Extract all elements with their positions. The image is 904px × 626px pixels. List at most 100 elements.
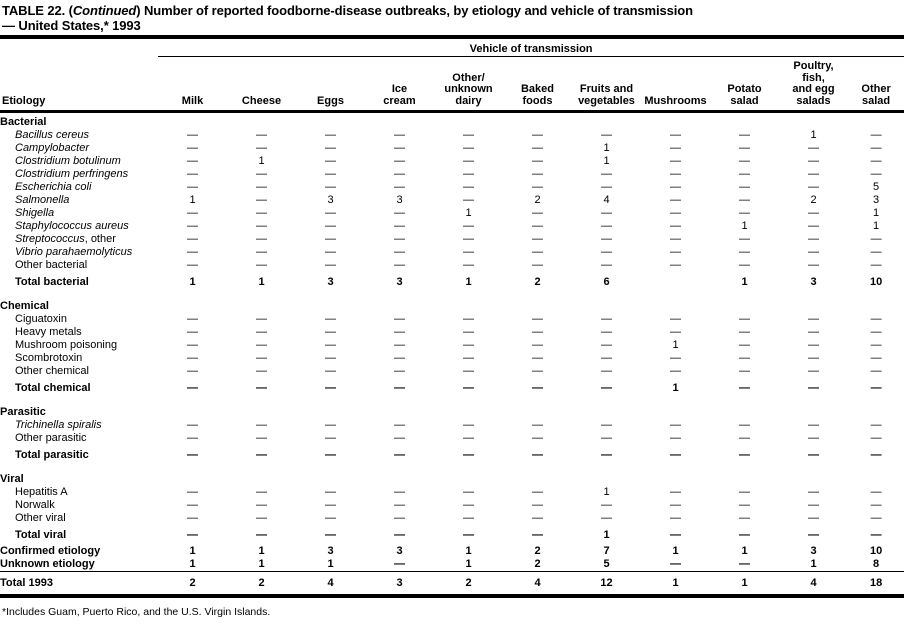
value-cell: 1 bbox=[603, 155, 610, 167]
value-cell bbox=[779, 112, 848, 130]
value-cell: — bbox=[739, 432, 750, 444]
column-header: Ice cream bbox=[365, 56, 434, 113]
value-cell: — bbox=[187, 365, 198, 377]
value-cell bbox=[227, 112, 296, 130]
value-cell: 1 bbox=[810, 558, 817, 570]
value-cell: — bbox=[532, 486, 543, 498]
value-cell: — bbox=[870, 419, 882, 431]
value-cell bbox=[848, 292, 904, 313]
value-cell: — bbox=[601, 339, 612, 351]
value-cell: 1 bbox=[327, 558, 334, 570]
etiology-label: Unknown etiology bbox=[0, 558, 95, 570]
value-cell: — bbox=[739, 259, 750, 271]
value-cell: — bbox=[394, 326, 405, 338]
etiology-label: Ciguatoxin bbox=[15, 313, 67, 325]
value-cell bbox=[572, 398, 641, 419]
value-cell bbox=[503, 398, 572, 419]
value-cell: — bbox=[325, 339, 336, 351]
value-cell: — bbox=[256, 246, 267, 258]
value-cell: — bbox=[187, 326, 198, 338]
value-cell: — bbox=[670, 207, 681, 219]
table-row: Norwalk — — — — — — — — — — — bbox=[0, 499, 904, 512]
value-cell: — bbox=[325, 129, 336, 141]
value-cell: — bbox=[670, 246, 681, 258]
column-header: Milk bbox=[158, 56, 227, 113]
table-row: Scombrotoxin — — — — — — — — — — — bbox=[0, 352, 904, 365]
table-row: Salmonella 1 — 3 3 — 2 4 — — 2 3 bbox=[0, 194, 904, 207]
etiology-label: Total 1993 bbox=[0, 571, 158, 594]
value-cell: — bbox=[325, 313, 336, 325]
value-cell: — bbox=[394, 259, 405, 271]
value-cell: — bbox=[739, 326, 750, 338]
value-cell: 1 bbox=[810, 129, 817, 141]
etiology-label: Bacillus cereus bbox=[15, 129, 89, 141]
value-cell: — bbox=[394, 207, 405, 219]
value-cell: — bbox=[463, 246, 474, 258]
value-cell: — bbox=[256, 449, 267, 461]
value-cell: — bbox=[256, 365, 267, 377]
value-cell: — bbox=[394, 499, 405, 511]
etiology-label: Staphylococcus aureus bbox=[15, 220, 129, 232]
value-cell: — bbox=[532, 313, 543, 325]
column-header: Cheese bbox=[227, 56, 296, 113]
value-cell: — bbox=[187, 246, 198, 258]
value-cell: — bbox=[670, 558, 681, 570]
value-cell: — bbox=[870, 529, 882, 541]
value-cell: — bbox=[325, 326, 336, 338]
value-cell: — bbox=[187, 432, 198, 444]
value-cell bbox=[296, 292, 365, 313]
value-cell: — bbox=[463, 326, 474, 338]
etiology-label: Hepatitis A bbox=[15, 486, 68, 498]
value-cell: — bbox=[187, 382, 198, 394]
value-cell: — bbox=[739, 246, 750, 258]
value-cell: 1 bbox=[258, 558, 265, 570]
value-cell: — bbox=[394, 449, 405, 461]
value-cell: — bbox=[808, 207, 819, 219]
value-cell: — bbox=[394, 365, 405, 377]
value-cell: — bbox=[325, 449, 336, 461]
value-cell bbox=[365, 112, 434, 130]
value-cell: — bbox=[394, 313, 405, 325]
value-cell: — bbox=[532, 259, 543, 271]
value-cell: 2 bbox=[534, 545, 541, 557]
value-cell: 10 bbox=[869, 276, 883, 288]
value-cell: — bbox=[532, 339, 543, 351]
value-cell: — bbox=[463, 194, 474, 206]
value-cell: — bbox=[463, 499, 474, 511]
value-cell: — bbox=[256, 168, 267, 180]
value-cell: — bbox=[739, 233, 750, 245]
column-header: Potato salad bbox=[710, 56, 779, 113]
value-cell: — bbox=[870, 142, 882, 154]
value-cell: — bbox=[532, 419, 543, 431]
value-cell: — bbox=[808, 382, 819, 394]
value-cell: 1 bbox=[189, 558, 196, 570]
value-cell: — bbox=[601, 220, 612, 232]
value-cell: 2 bbox=[534, 276, 541, 288]
value-cell: 1 bbox=[258, 545, 265, 557]
value-cell: — bbox=[670, 499, 681, 511]
value-cell: — bbox=[532, 246, 543, 258]
value-cell bbox=[227, 465, 296, 486]
value-cell: — bbox=[187, 233, 198, 245]
value-cell: 3 bbox=[327, 276, 334, 288]
value-cell: — bbox=[808, 246, 819, 258]
value-cell: — bbox=[808, 326, 819, 338]
value-cell: — bbox=[394, 419, 405, 431]
value-cell bbox=[365, 465, 434, 486]
etiology-label: Streptococcus, other bbox=[15, 233, 116, 245]
table-row: Total 1993 2 2 4 3 2 4 12 1 1 4 18 bbox=[0, 571, 904, 594]
value-cell: 2 bbox=[227, 571, 296, 594]
value-cell: 7 bbox=[603, 545, 610, 557]
value-cell: 1 bbox=[672, 382, 679, 394]
value-cell: 5 bbox=[603, 558, 610, 570]
column-header: Baked foods bbox=[503, 56, 572, 113]
spacer-cell bbox=[0, 39, 158, 57]
etiology-label: Salmonella bbox=[15, 194, 70, 206]
etiology-label: Scombrotoxin bbox=[15, 352, 83, 364]
value-cell: — bbox=[187, 313, 198, 325]
value-cell: — bbox=[394, 142, 405, 154]
value-cell: — bbox=[532, 142, 543, 154]
value-cell bbox=[296, 112, 365, 130]
value-cell: — bbox=[739, 155, 750, 167]
value-cell: — bbox=[463, 313, 474, 325]
